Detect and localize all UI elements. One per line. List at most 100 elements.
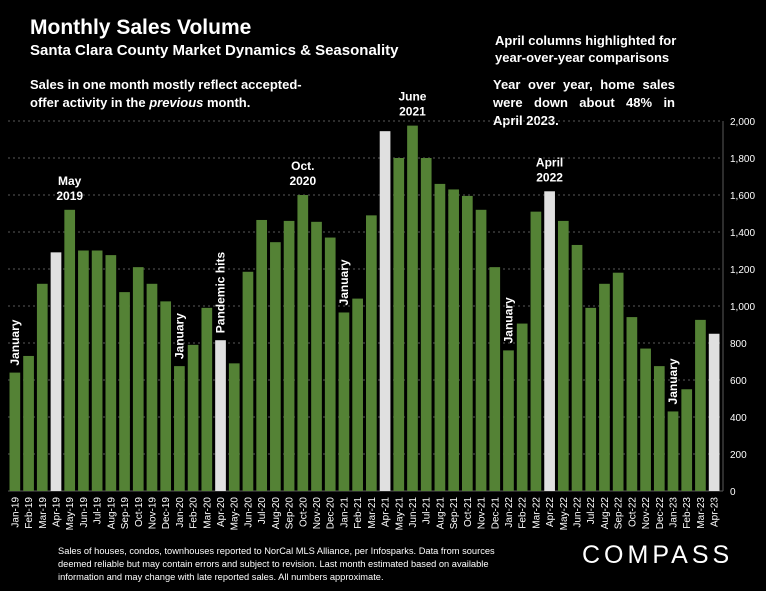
annotation-label: May: [58, 174, 82, 188]
x-tick-label: Dec-21: [490, 497, 501, 530]
x-tick-label: Apr-20: [216, 497, 227, 527]
source-footnote: Sales of houses, condos, townhouses repo…: [58, 546, 495, 582]
bar: [91, 250, 103, 491]
x-tick-label: Jan-21: [339, 497, 350, 528]
compass-logo: COMPASS: [582, 541, 734, 569]
bar: [393, 158, 405, 491]
x-tick-label: Mar-19: [38, 497, 49, 529]
x-tick-label: Sep-19: [120, 497, 131, 530]
bar: [9, 372, 21, 491]
bar: [489, 267, 501, 491]
bar: [516, 323, 528, 491]
x-tick-label: Aug-20: [271, 497, 282, 530]
x-tick-label: Oct-19: [134, 497, 145, 527]
bar: [475, 209, 487, 492]
bar: [352, 298, 363, 491]
bar: [36, 283, 48, 491]
x-tick-label: Sep-22: [614, 497, 625, 530]
bar: [23, 355, 34, 491]
note-text-start: Sales in one month mostly reflect accept…: [30, 77, 302, 110]
bar: [132, 267, 144, 491]
y-tick-label: 400: [730, 413, 747, 424]
bar: [78, 250, 89, 491]
bar: [64, 209, 76, 492]
bar: [366, 215, 377, 491]
x-tick-label: Jun-22: [573, 497, 584, 528]
bar: [530, 211, 542, 491]
bar: [599, 283, 610, 491]
y-axis-ticks: 0 200 400 600 800 1,000 1,200 1,400 1,600 1,800 2,…: [730, 117, 755, 498]
bar: [461, 195, 473, 492]
annotation-label: Pandemic hits: [214, 252, 228, 334]
bar-highlighted: [379, 131, 391, 492]
bar: [681, 389, 693, 491]
y-tick-label: 1,000: [730, 302, 755, 313]
bar: [283, 220, 295, 491]
x-tick-label: Jun-19: [79, 497, 90, 528]
x-tick-label: Jun-20: [243, 497, 254, 528]
note-text-emphasis: previous: [149, 95, 204, 110]
annotation-label: April: [536, 155, 563, 169]
annotation-label: January: [172, 313, 186, 359]
chart-title: Monthly Sales Volume: [30, 16, 252, 39]
x-tick-label: Apr-21: [381, 497, 392, 527]
x-tick-label: Dec-19: [161, 497, 172, 530]
annotation-label: 2022: [536, 170, 563, 184]
x-tick-label: May-21: [394, 497, 405, 531]
bar: [448, 189, 459, 491]
annotation-label: January: [8, 319, 22, 365]
bar: [201, 307, 213, 491]
bar: [187, 344, 199, 491]
bar: [297, 195, 309, 491]
bar: [228, 363, 240, 491]
annotation-label: January: [501, 297, 515, 343]
bar: [338, 312, 350, 491]
x-tick-label: Feb-21: [353, 497, 364, 529]
y-tick-label: 1,200: [730, 265, 755, 276]
bar: [311, 221, 322, 491]
x-tick-label: Sep-20: [285, 497, 296, 530]
x-tick-label: Mar-21: [367, 497, 378, 529]
x-tick-label: Apr-22: [545, 497, 556, 527]
x-tick-label: Dec-22: [655, 497, 666, 530]
x-tick-label: May-20: [230, 497, 241, 531]
x-tick-label: Dec-20: [326, 497, 337, 530]
april-highlight-note: April columns highlighted for year-over-…: [495, 33, 677, 65]
x-tick-label: Aug-19: [106, 497, 117, 530]
x-tick-label: Jul-20: [257, 497, 268, 525]
x-tick-label: Mar-20: [202, 497, 213, 529]
x-tick-label: Oct-22: [627, 497, 638, 527]
bar: [105, 255, 117, 491]
x-tick-label: Nov-19: [147, 497, 158, 530]
bar: [503, 350, 514, 491]
x-tick-label: Feb-19: [24, 497, 35, 529]
x-tick-label: Jul-19: [93, 497, 104, 525]
x-axis-ticks: Jan-19 Feb-19 Mar-19 Apr-19 May-19 Jun-19 Jul-…: [10, 497, 720, 531]
bar: [667, 411, 679, 491]
x-tick-label: Feb-22: [518, 497, 529, 529]
x-tick-label: Feb-20: [189, 497, 200, 529]
bar: [242, 271, 254, 491]
annotation-label: Oct.: [291, 159, 314, 173]
y-tick-label: 0: [730, 487, 736, 498]
annotation-label: January: [666, 358, 680, 404]
bar-highlighted: [215, 340, 226, 491]
x-tick-label: Jan-20: [175, 497, 186, 528]
bar: [174, 366, 185, 491]
x-tick-label: Apr-23: [710, 497, 721, 527]
x-tick-label: Feb-23: [682, 497, 693, 529]
previous-month-note: Sales in one month mostly reflect accept…: [30, 76, 320, 112]
bar: [270, 242, 281, 491]
x-tick-label: Mar-22: [531, 497, 542, 529]
bar: [571, 244, 583, 491]
bar: [146, 283, 158, 491]
annotation-label: June: [398, 90, 426, 104]
x-tick-label: May-19: [65, 497, 76, 531]
year-over-year-note: Year over year, home sales were down abo…: [493, 77, 675, 128]
bar-highlighted: [708, 333, 720, 491]
bars: [9, 125, 720, 492]
x-tick-label: Nov-20: [312, 497, 323, 530]
x-tick-label: Nov-21: [477, 497, 488, 530]
x-tick-label: Aug-21: [435, 497, 446, 530]
